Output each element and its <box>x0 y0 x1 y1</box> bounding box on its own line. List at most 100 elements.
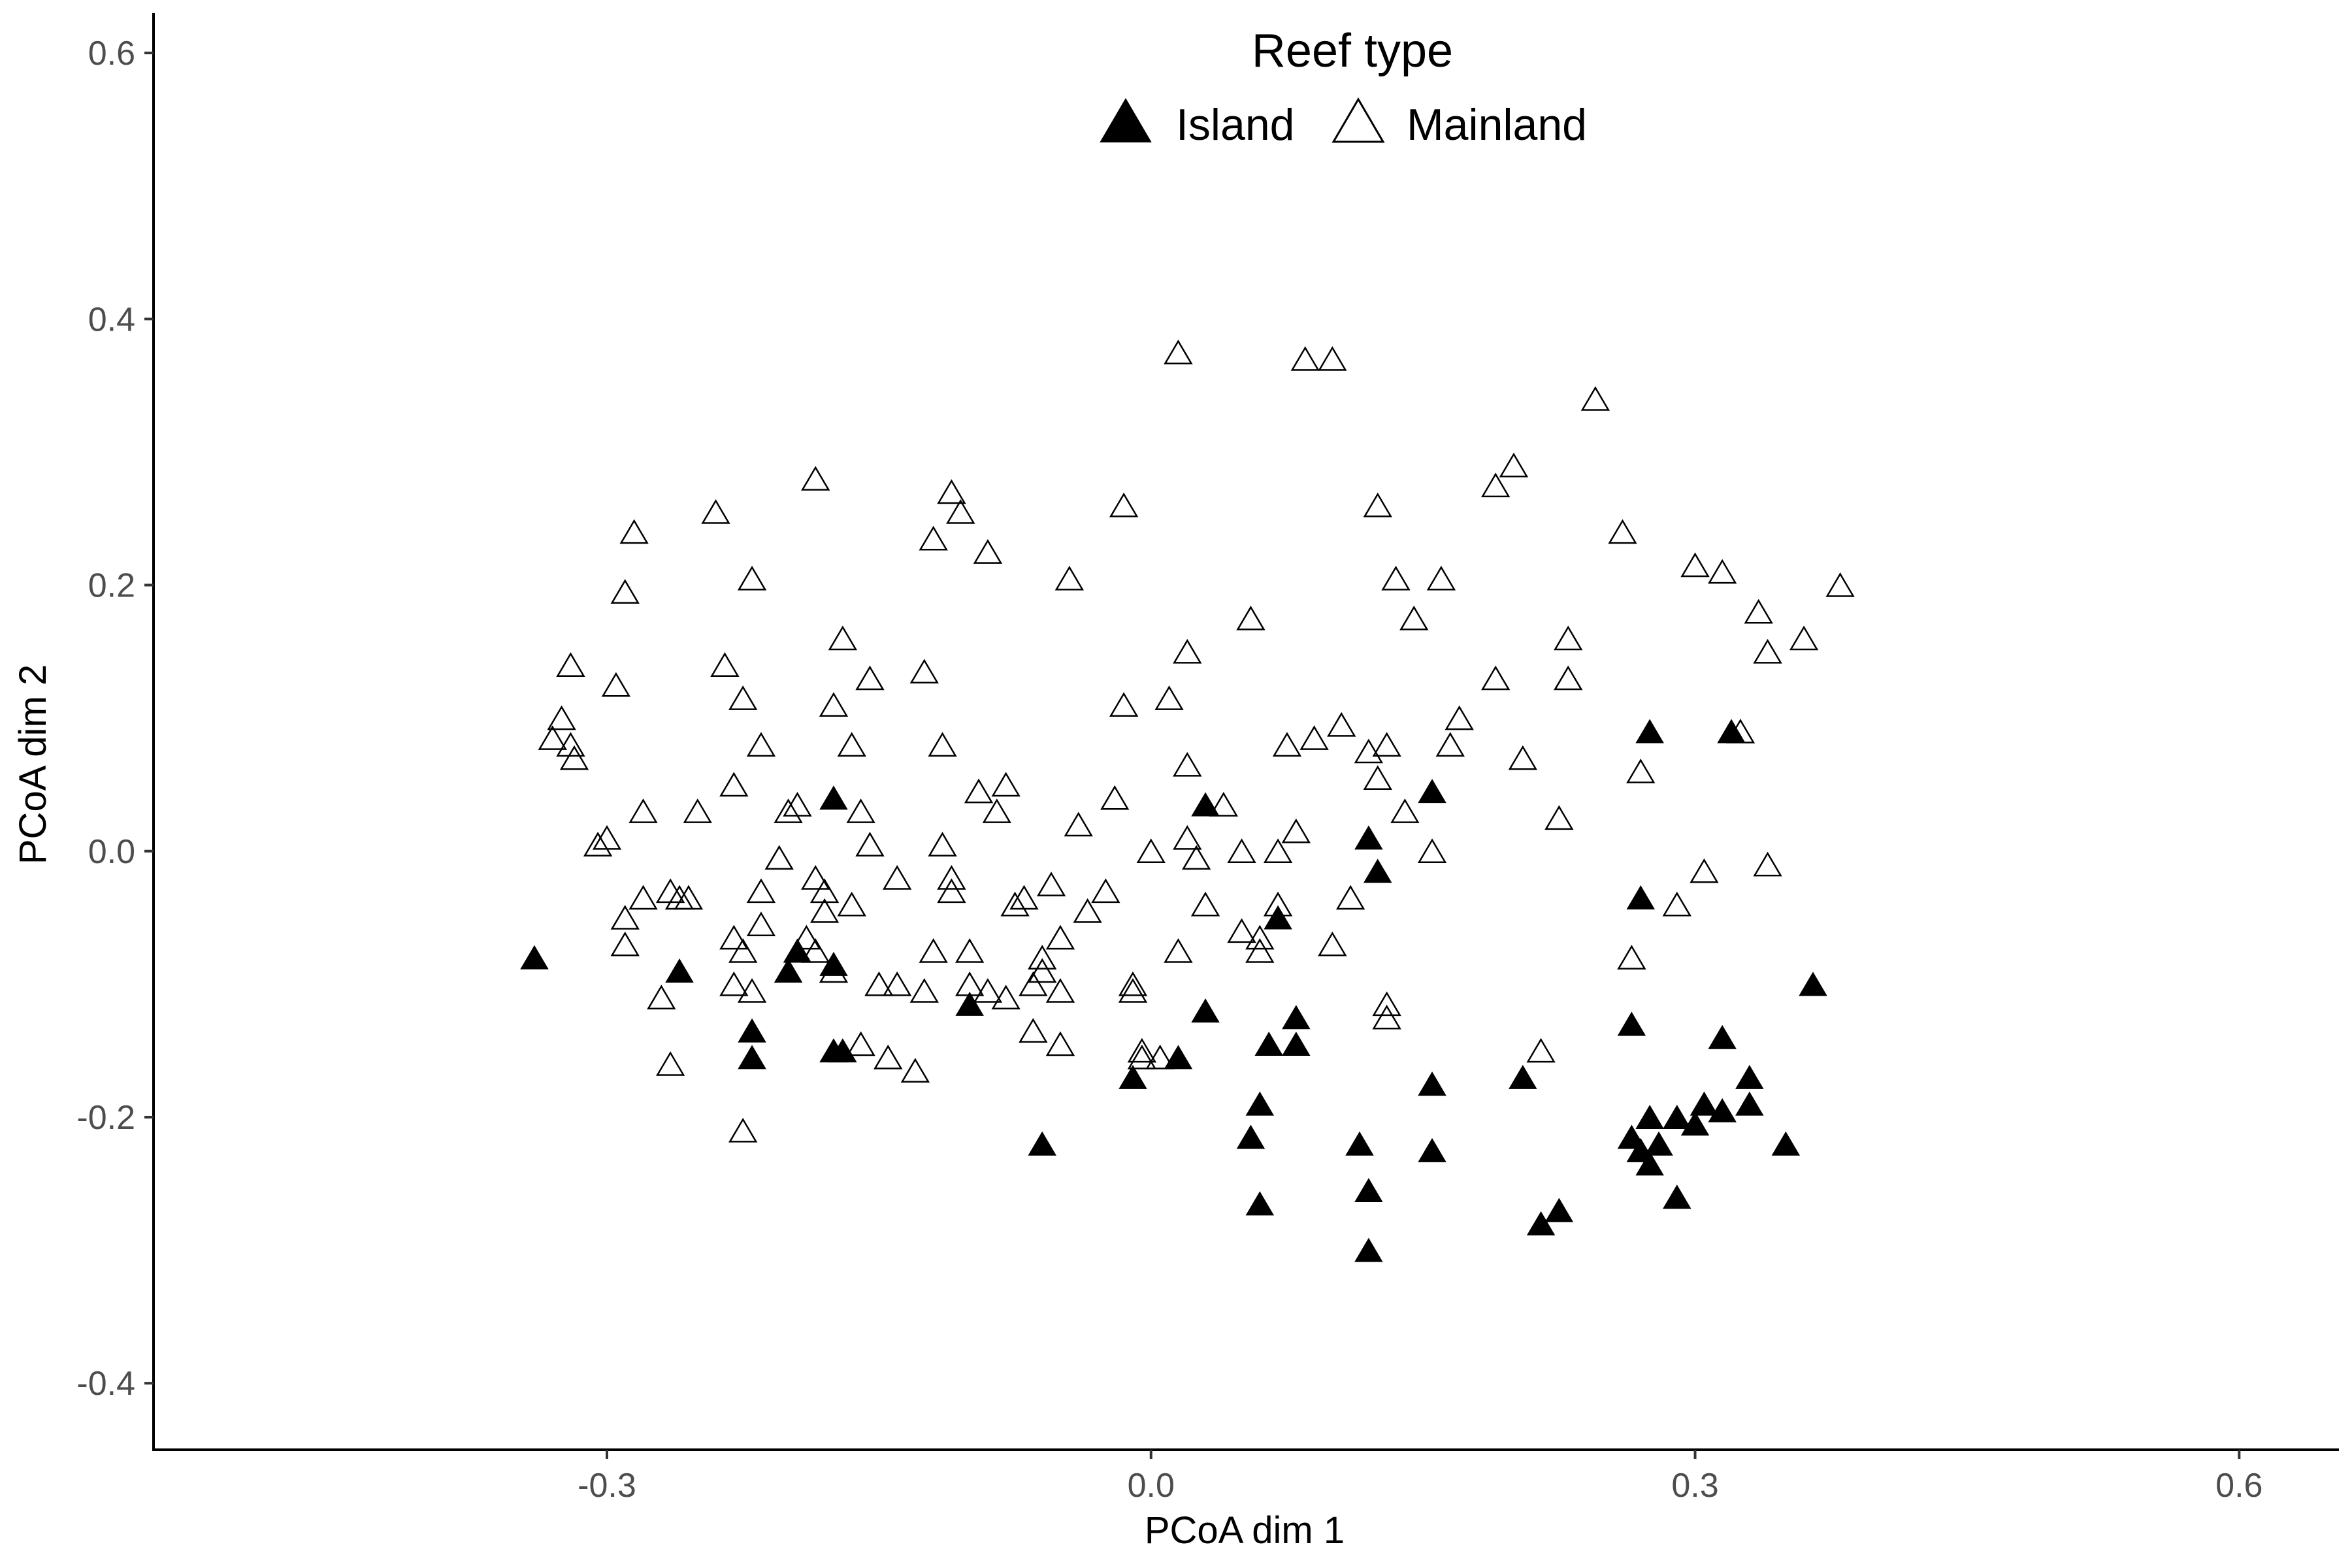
mainland-point <box>737 978 767 1003</box>
island-point <box>1663 1184 1691 1209</box>
mainland-point <box>556 732 585 757</box>
island-point <box>1191 792 1220 817</box>
data-points <box>520 339 1855 1262</box>
island-point <box>1236 1124 1266 1149</box>
mainland-point <box>746 911 776 936</box>
mainland-point <box>1690 858 1719 883</box>
mainland-point <box>937 865 966 890</box>
mainland-point <box>1381 565 1411 591</box>
mainland-point <box>909 978 939 1003</box>
mainland-point <box>964 778 994 804</box>
island-point <box>1264 905 1292 930</box>
y-tick-label: 0.4 <box>88 301 135 338</box>
y-axis: -0.4 -0.2 0.0 0.2 0.4 0.6 <box>76 13 155 1450</box>
x-tick-label: 0.3 <box>1671 1467 1718 1505</box>
mainland-point <box>1417 838 1447 863</box>
mainland-point <box>828 625 858 651</box>
mainland-point <box>1363 492 1392 517</box>
mainland-point <box>1725 719 1756 743</box>
island-point <box>738 1018 766 1043</box>
mainland-point <box>1028 958 1057 983</box>
mainland-point <box>1354 738 1384 764</box>
legend-island-label: Island <box>1176 100 1294 150</box>
mainland-point <box>837 891 866 917</box>
mainland-point <box>1390 798 1420 823</box>
mainland-point <box>919 525 948 551</box>
mainland-point <box>801 865 830 890</box>
mainland-point <box>1181 845 1211 870</box>
island-point <box>1164 1045 1193 1070</box>
mainland-point <box>1245 924 1275 950</box>
mainland-point <box>1825 572 1855 597</box>
mainland-point <box>801 466 830 491</box>
y-axis-title: PCoA dim 2 <box>12 664 54 864</box>
mainland-point <box>1753 638 1782 664</box>
island-point <box>1708 1098 1737 1122</box>
island-point <box>1690 1091 1719 1116</box>
mainland-point <box>1608 519 1637 544</box>
mainland-point <box>1173 751 1202 777</box>
mainland-point <box>1662 891 1691 917</box>
mainland-point <box>1263 838 1293 863</box>
island-point <box>1191 998 1220 1023</box>
mainland-point <box>1028 945 1057 970</box>
x-tick-label: -0.3 <box>578 1467 636 1505</box>
mainland-point <box>710 652 740 677</box>
island-point <box>783 938 812 963</box>
mainland-point <box>792 924 821 950</box>
mainland-point <box>1009 885 1039 910</box>
mainland-point <box>1045 978 1075 1003</box>
mainland-point <box>1426 565 1456 591</box>
mainland-point <box>728 685 758 710</box>
mainland-point <box>1118 971 1148 996</box>
mainland-point <box>1299 725 1329 750</box>
y-tick-label: -0.2 <box>76 1099 135 1137</box>
mainland-point <box>1544 805 1574 830</box>
mainland-point <box>982 798 1011 823</box>
mainland-point <box>728 938 758 963</box>
mainland-point <box>619 519 649 544</box>
mainland-point <box>1073 898 1102 923</box>
mainland-point <box>855 665 885 691</box>
mainland-point <box>1164 339 1193 365</box>
mainland-point <box>1499 452 1529 478</box>
island-point <box>1680 1111 1710 1136</box>
island-point <box>955 991 984 1016</box>
mainland-point <box>728 1117 758 1143</box>
mainland-point <box>1272 732 1302 757</box>
mainland-point <box>1227 918 1256 943</box>
mainland-point <box>1245 938 1275 963</box>
mainland-point <box>955 971 985 996</box>
mainland-point <box>559 745 589 770</box>
island-point <box>1626 885 1656 910</box>
island-point <box>665 958 694 983</box>
mainland-point <box>1000 891 1030 917</box>
mainland-point <box>601 672 631 697</box>
mainland-point <box>1680 552 1710 578</box>
mainland-point <box>819 958 849 983</box>
island-point <box>774 958 803 983</box>
mainland-point <box>783 792 812 817</box>
mainland-point <box>1127 1037 1157 1063</box>
mainland-point <box>547 705 576 730</box>
mainland-point <box>855 832 885 857</box>
mainland-point <box>1318 346 1347 371</box>
mainland-point <box>538 725 567 750</box>
y-tick-label: 0.6 <box>88 35 135 73</box>
mainland-point <box>882 971 912 996</box>
mainland-point <box>991 985 1021 1009</box>
mainland-point <box>1526 1037 1556 1063</box>
mainland-point <box>1290 346 1320 371</box>
island-point <box>520 945 549 970</box>
island-point <box>1418 1137 1446 1162</box>
mainland-point <box>1019 971 1048 996</box>
mainland-point <box>1445 705 1474 730</box>
mainland-point <box>683 798 712 823</box>
mainland-point <box>1617 945 1646 970</box>
x-axis-title: PCoA dim 1 <box>1145 1509 1345 1552</box>
x-axis: -0.3 0.0 0.3 0.6 <box>152 1448 2339 1505</box>
mainland-point <box>1236 605 1266 630</box>
mainland-point <box>1064 811 1093 837</box>
island-point <box>1644 1131 1673 1156</box>
mainland-point <box>701 499 730 524</box>
